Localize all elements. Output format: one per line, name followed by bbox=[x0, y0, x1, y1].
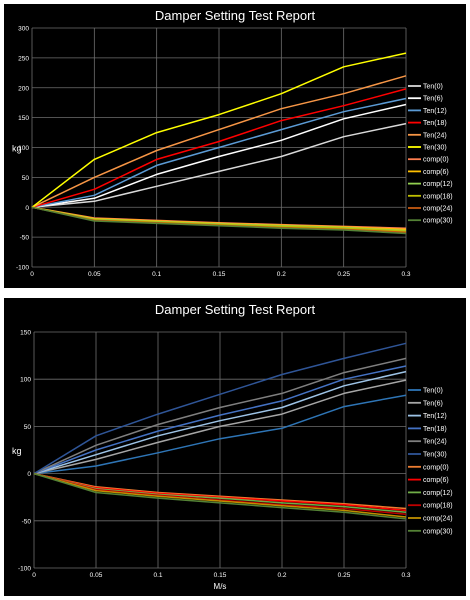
y-tick-label: -100 bbox=[18, 566, 31, 573]
x-tick-label: 0.3 bbox=[401, 572, 410, 579]
chart-panel-2: Damper Setting Test Report 0 0.05 0.1 0.15 0… bbox=[4, 298, 466, 596]
series-line bbox=[33, 472, 407, 520]
y-tick-label: 50 bbox=[24, 424, 32, 431]
legend-entry: Ten(30) bbox=[423, 452, 447, 459]
legend-entry: comp(30) bbox=[423, 218, 453, 225]
series-line bbox=[33, 365, 407, 475]
y-tick-label: 150 bbox=[20, 330, 31, 337]
x-tick-label: 0 bbox=[32, 572, 36, 579]
chart-1-plot: 0 0.05 0.1 0.15 0.2 0.25 0.3 -100 -50 0 50 100 150 20… bbox=[12, 26, 453, 279]
y-tick-label: 200 bbox=[18, 85, 29, 92]
y-tick-label: -50 bbox=[20, 235, 30, 242]
series-line bbox=[33, 472, 407, 510]
x-tick-label: 0.1 bbox=[153, 572, 162, 579]
series-line bbox=[31, 122, 407, 209]
series-line bbox=[33, 342, 407, 475]
x-tick-label: 0.25 bbox=[338, 572, 351, 579]
legend-entry: comp(6) bbox=[423, 169, 449, 176]
legend-entry: comp(0) bbox=[423, 157, 449, 164]
x-axis-label: M/s bbox=[214, 582, 227, 591]
y-axis-label: kg bbox=[12, 144, 22, 154]
legend-entry: comp(18) bbox=[423, 503, 453, 510]
legend-entry: Ten(12) bbox=[423, 413, 447, 420]
series-line bbox=[33, 370, 407, 475]
legend-entry: comp(0) bbox=[423, 464, 449, 471]
x-tick-label: 0.3 bbox=[401, 271, 410, 278]
y-tick-label: -50 bbox=[22, 518, 32, 525]
legend-entry: comp(18) bbox=[423, 193, 453, 200]
legend-entry: Ten(12) bbox=[423, 108, 447, 115]
series-line bbox=[33, 472, 407, 512]
y-axis-label: kg bbox=[12, 446, 22, 456]
legend-entry: Ten(6) bbox=[423, 400, 443, 407]
legend-entry: comp(24) bbox=[423, 516, 453, 523]
legend-entry: comp(6) bbox=[423, 477, 449, 484]
legend-entry: Ten(24) bbox=[423, 439, 447, 446]
x-tick-label: 0.2 bbox=[277, 271, 286, 278]
y-tick-label: 300 bbox=[18, 26, 29, 33]
series-line bbox=[33, 357, 407, 475]
series-line bbox=[31, 52, 407, 208]
legend-entry: Ten(0) bbox=[423, 84, 443, 91]
series-line bbox=[33, 472, 407, 514]
series-line bbox=[31, 75, 407, 208]
y-tick-label: 0 bbox=[25, 205, 29, 212]
series-line bbox=[31, 206, 407, 235]
y-tick-label: 250 bbox=[18, 55, 29, 62]
chart-2-plot: 0 0.05 0.1 0.15 0.2 0.25 0.3 -100 -50 0 50 100 150 kg… bbox=[12, 330, 453, 592]
y-tick-label: 150 bbox=[18, 115, 29, 122]
legend-entry: Ten(24) bbox=[423, 132, 447, 139]
y-tick-label: 100 bbox=[20, 377, 31, 384]
y-tick-label: 0 bbox=[27, 471, 31, 478]
x-tick-label: 0 bbox=[30, 271, 34, 278]
x-tick-label: 0.05 bbox=[88, 271, 101, 278]
series-line bbox=[33, 472, 407, 518]
legend-entry: comp(30) bbox=[423, 528, 453, 535]
y-tick-label: -100 bbox=[16, 265, 29, 272]
x-tick-label: 0.15 bbox=[213, 271, 226, 278]
legend-entry: Ten(0) bbox=[423, 388, 443, 395]
legend-entry: comp(24) bbox=[423, 206, 453, 213]
legend-entry: comp(12) bbox=[423, 490, 453, 497]
legend-entry: comp(12) bbox=[423, 181, 453, 188]
series-line bbox=[31, 97, 407, 209]
x-tick-label: 0.25 bbox=[337, 271, 350, 278]
legend-entry: Ten(30) bbox=[423, 145, 447, 152]
legend-entry: Ten(18) bbox=[423, 120, 447, 127]
series-line bbox=[33, 394, 407, 475]
x-tick-label: 0.15 bbox=[214, 572, 227, 579]
series-line bbox=[31, 103, 407, 209]
chart-panel-1: Damper Setting Test Report 0 0.05 0.1 0.15 0… bbox=[4, 4, 466, 288]
y-tick-label: 100 bbox=[18, 145, 29, 152]
x-tick-label: 0.1 bbox=[152, 271, 161, 278]
legend-entry: Ten(6) bbox=[423, 96, 443, 103]
x-tick-label: 0.2 bbox=[277, 572, 286, 579]
legend-entry: Ten(18) bbox=[423, 426, 447, 433]
x-tick-label: 0.05 bbox=[90, 572, 103, 579]
series-line bbox=[33, 379, 407, 475]
y-tick-label: 50 bbox=[22, 175, 30, 182]
series-line bbox=[33, 472, 407, 515]
chart-title: Damper Setting Test Report bbox=[154, 8, 316, 23]
series-line bbox=[31, 88, 407, 209]
chart-title: Damper Setting Test Report bbox=[154, 302, 316, 317]
